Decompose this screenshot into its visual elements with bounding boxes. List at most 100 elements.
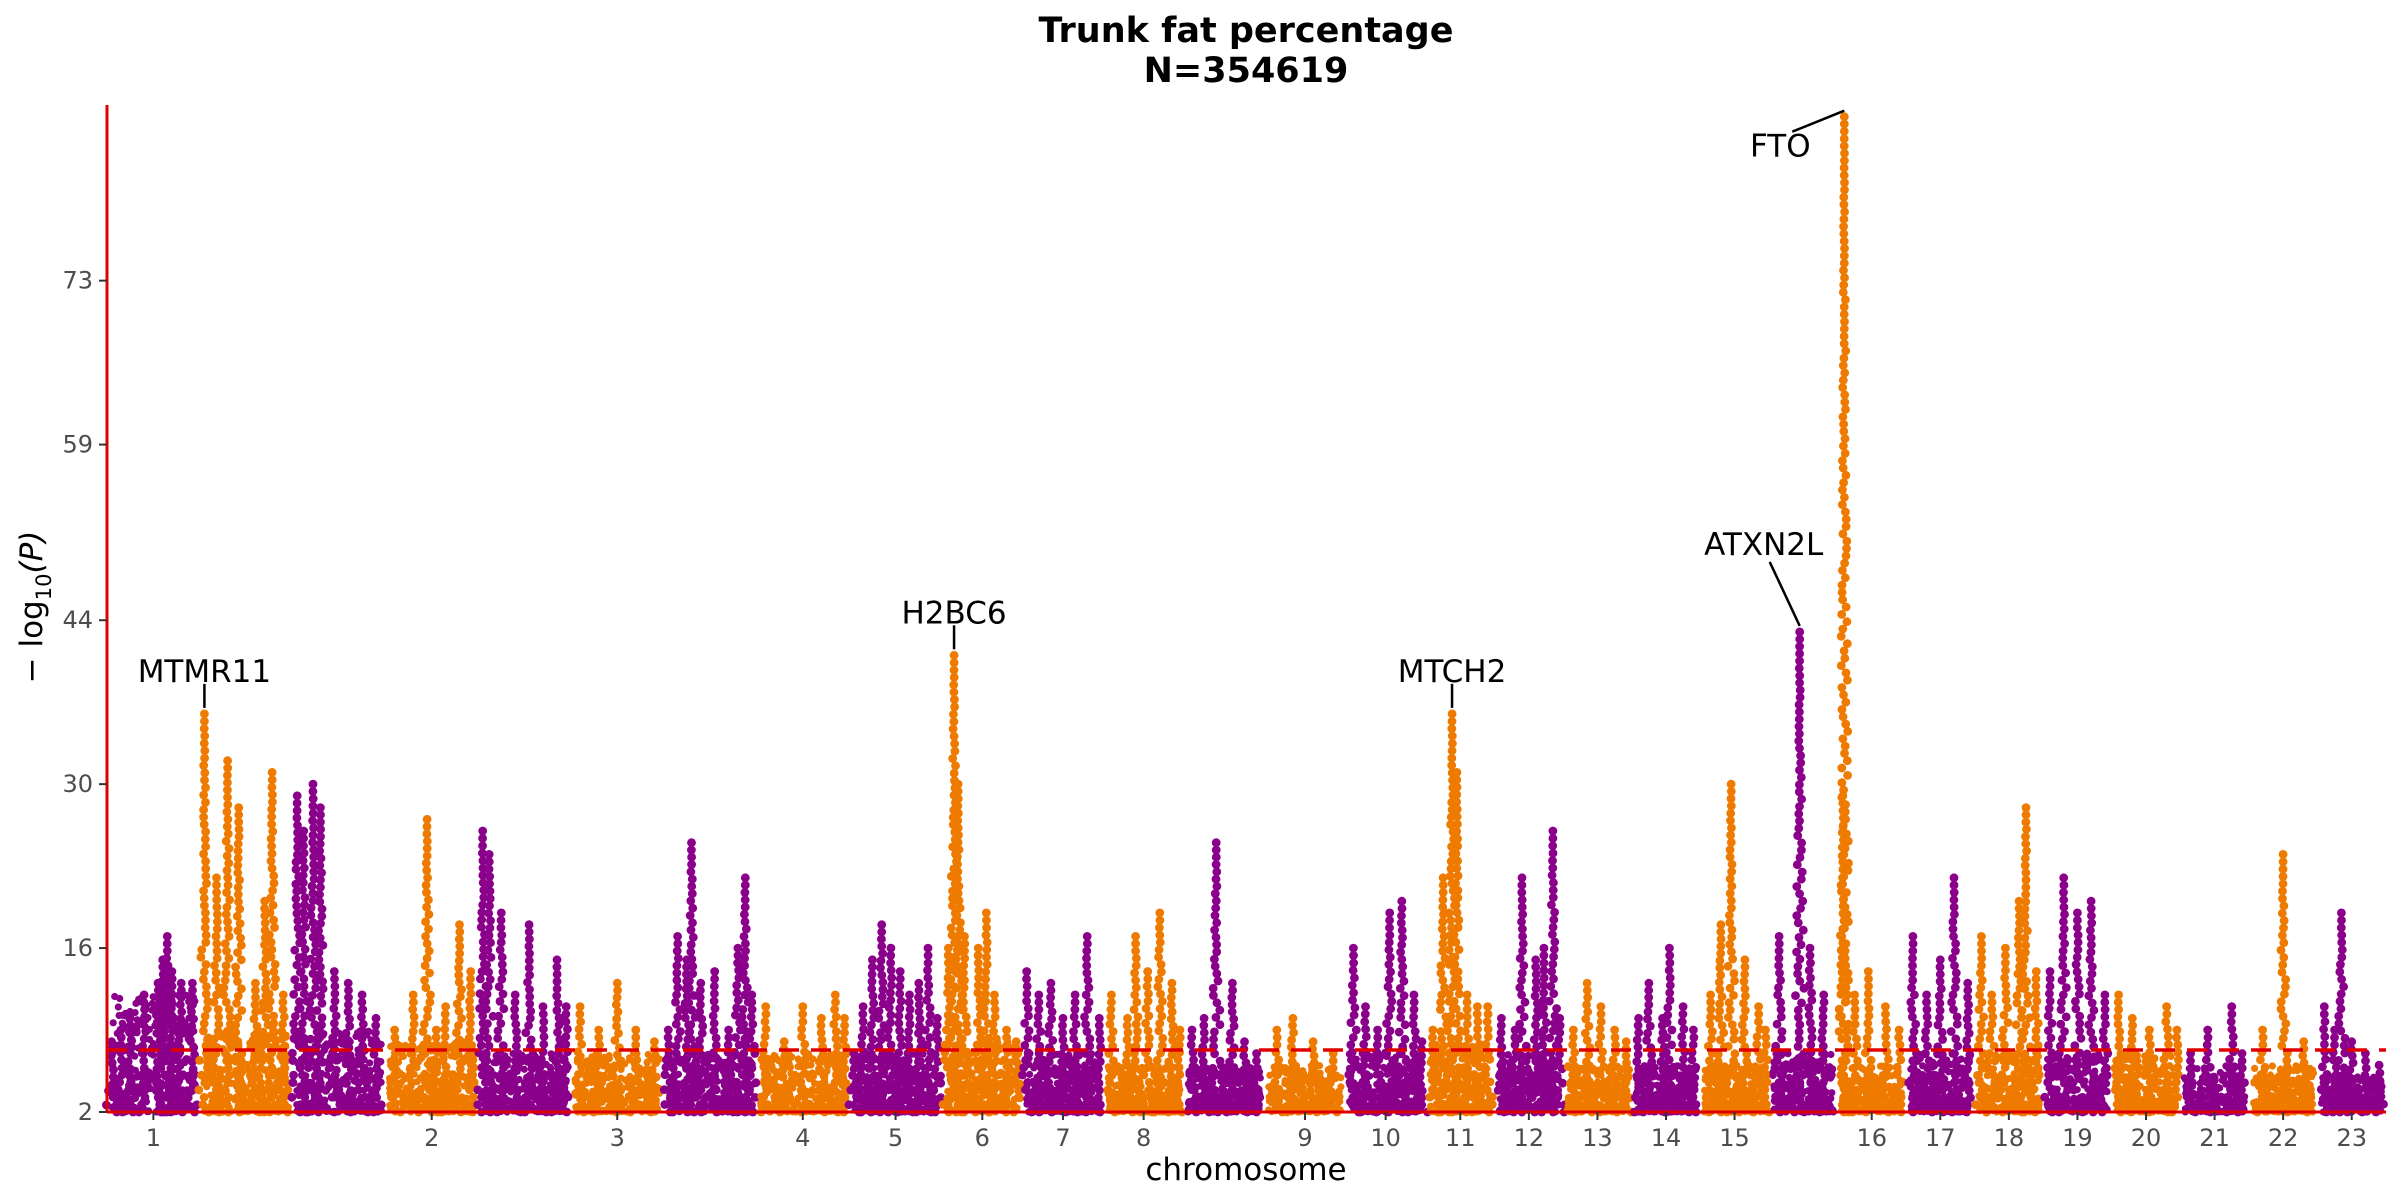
snp-point: [201, 864, 211, 874]
snp-point: [234, 897, 243, 907]
snp-point: [738, 968, 748, 978]
snp-point: [857, 1039, 866, 1049]
snp-point: [575, 1032, 584, 1042]
snp-point: [177, 1093, 187, 1103]
snp-point: [594, 1033, 604, 1042]
snp-point: [269, 871, 279, 881]
snp-point: [593, 1092, 603, 1102]
snp-point: [610, 1100, 619, 1110]
snp-point: [855, 1085, 865, 1094]
snp-point: [188, 978, 197, 988]
snp-point: [200, 768, 210, 778]
snp-point: [486, 938, 495, 948]
snp-point: [237, 1006, 247, 1015]
snp-point: [162, 946, 172, 956]
snp-point: [157, 1049, 167, 1059]
snp-point: [686, 1034, 696, 1044]
snp-point: [270, 982, 279, 991]
snp-point: [188, 1064, 198, 1074]
snp-point: [267, 1063, 277, 1073]
snp-point: [441, 1062, 451, 1072]
snp-point: [312, 1006, 322, 1015]
snp-point: [223, 924, 233, 934]
snp-point: [387, 1092, 396, 1102]
snp-point: [932, 1013, 942, 1023]
snp-point: [233, 853, 243, 863]
snp-point: [946, 923, 956, 933]
snp-point: [109, 1019, 117, 1027]
snp-point: [560, 1077, 570, 1087]
snp-point: [223, 778, 232, 788]
snp-point: [801, 1054, 810, 1064]
snp-point: [695, 1100, 705, 1110]
snp-point: [308, 779, 318, 789]
snp-point: [538, 1009, 548, 1019]
snp-point: [960, 932, 969, 941]
snp-point: [430, 1092, 440, 1102]
snp-point: [744, 1056, 754, 1066]
snp-point: [212, 880, 221, 890]
snp-point: [265, 930, 274, 940]
snp-point: [188, 993, 198, 1002]
snp-point: [798, 1062, 808, 1072]
snp-point: [154, 1078, 164, 1088]
snp-point: [813, 1100, 823, 1110]
snp-point: [846, 1085, 856, 1095]
snp-point: [441, 1100, 450, 1109]
snp-point: [883, 1033, 893, 1042]
snp-point: [894, 1011, 904, 1021]
snp-point: [510, 1078, 519, 1088]
snp-point: [946, 975, 956, 984]
snp-point: [137, 1100, 147, 1110]
snp-point: [201, 915, 210, 925]
snp-point: [212, 953, 222, 963]
snp-point: [201, 856, 211, 866]
snp-point: [685, 1063, 695, 1073]
snp-point: [739, 1019, 748, 1029]
snp-point: [173, 1064, 182, 1074]
snp-point: [141, 1027, 151, 1036]
snp-point: [233, 846, 243, 856]
snp-point: [440, 1024, 450, 1034]
snp-point: [431, 1025, 441, 1035]
snp-point: [202, 1078, 212, 1087]
snp-point: [210, 961, 219, 970]
snp-point: [577, 1100, 587, 1109]
snp-point: [258, 1027, 268, 1037]
snp-point: [233, 890, 243, 899]
snp-point: [561, 1032, 571, 1042]
snp-point: [779, 1100, 788, 1110]
snp-point: [963, 1078, 973, 1088]
snp-point: [559, 1085, 569, 1094]
snp-point: [298, 907, 308, 917]
snp-point: [571, 1077, 581, 1087]
snp-point: [226, 1041, 236, 1051]
snp-point: [987, 1093, 997, 1102]
snp-point: [175, 1000, 185, 1010]
snp-point: [877, 920, 887, 930]
snp-point: [199, 1026, 208, 1036]
snp-point: [147, 1072, 155, 1080]
snp-point: [126, 1035, 136, 1045]
snp-point: [740, 873, 750, 883]
snp-point: [886, 1018, 895, 1027]
snp-point: [558, 1070, 567, 1079]
snp-point: [265, 996, 275, 1006]
snp-point: [979, 1085, 989, 1095]
snp-point: [165, 1041, 175, 1050]
snp-point: [797, 1032, 806, 1042]
snp-point: [399, 1052, 407, 1060]
snp-point: [625, 1056, 634, 1064]
snp-point: [759, 1092, 769, 1102]
snp-point: [125, 1100, 135, 1110]
snp-point: [115, 1011, 123, 1020]
snp-point: [298, 1070, 307, 1080]
snp-point: [713, 1055, 723, 1065]
snp-point: [634, 1077, 644, 1087]
snp-point: [958, 1100, 968, 1110]
snp-point: [231, 962, 241, 972]
snp-point: [140, 1093, 150, 1102]
snp-point: [863, 1078, 873, 1088]
snp-point: [210, 1034, 219, 1044]
snp-point: [868, 955, 877, 965]
